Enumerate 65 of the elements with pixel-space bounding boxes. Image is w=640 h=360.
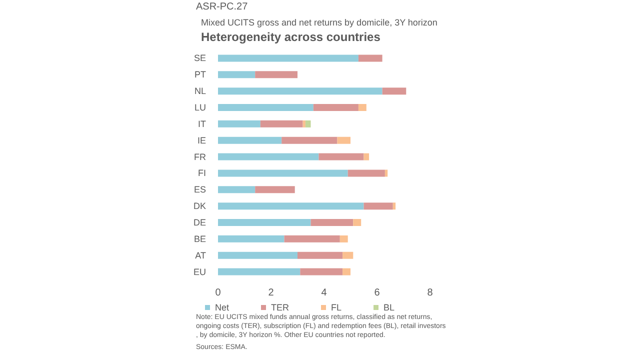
- y-tick-label: PT: [194, 70, 206, 80]
- x-tick-label: 4: [321, 288, 328, 298]
- bar: [218, 136, 282, 144]
- y-tick-label: LU: [194, 102, 206, 112]
- bar: [318, 153, 364, 160]
- x-tick-label: 0: [215, 288, 222, 298]
- y-tick-label: SE: [194, 53, 206, 64]
- bar: [300, 268, 343, 276]
- bar: [353, 219, 362, 226]
- bar: [340, 235, 348, 242]
- x-tick-label: 2: [268, 288, 274, 298]
- bar: [298, 252, 343, 259]
- y-tick-label: NL: [194, 86, 206, 96]
- bar: [364, 153, 370, 160]
- bar: [382, 88, 406, 95]
- legend-label: BL: [384, 302, 395, 312]
- y-tick-label: IT: [198, 118, 206, 129]
- y-tick-label: IE: [197, 135, 206, 146]
- bar: [218, 219, 311, 226]
- bar: [305, 120, 311, 128]
- bar: [218, 170, 348, 177]
- y-tick-label: FR: [194, 152, 206, 162]
- bar: [255, 186, 295, 194]
- y-tick-label: AT: [195, 250, 206, 260]
- bar: [218, 88, 382, 95]
- y-tick-label: EU: [193, 266, 206, 277]
- bar: [302, 120, 306, 128]
- bar: [218, 120, 260, 128]
- bar: [218, 202, 364, 210]
- bar: [348, 170, 385, 177]
- bar: [313, 104, 358, 111]
- y-tick-label: ES: [194, 184, 206, 195]
- text: ASR-PC.27: [196, 2, 248, 12]
- x-tick-label: 6: [374, 288, 380, 298]
- y-tick-label: FI: [198, 168, 206, 178]
- bar: [310, 219, 354, 226]
- bar: [218, 252, 298, 259]
- x-tick-label: 8: [427, 288, 434, 298]
- bar: [218, 235, 284, 242]
- bar: [218, 186, 256, 194]
- legend-label: Net: [215, 302, 230, 312]
- bar: [255, 71, 298, 78]
- bar: [218, 54, 358, 62]
- legend-label: FL: [331, 302, 342, 312]
- bar: [337, 136, 350, 144]
- bar: [282, 136, 338, 144]
- bar: [384, 170, 388, 177]
- bar: [218, 268, 300, 276]
- bar: [284, 235, 340, 242]
- bar: [342, 268, 350, 276]
- bar: [218, 71, 256, 78]
- legend-label: TER: [271, 302, 290, 312]
- bar: [218, 153, 319, 160]
- y-tick-label: BE: [194, 234, 206, 244]
- bar: [364, 202, 393, 210]
- y-tick-label: DK: [193, 201, 206, 212]
- chart-subtitle: Mixed UCITS gross and net returns by domicile, 3Y horizon: [201, 18, 438, 28]
- chart-title: Heterogeneity across countries: [201, 30, 381, 44]
- y-tick-label: DE: [193, 218, 206, 228]
- bar: [342, 252, 354, 259]
- bar: [358, 104, 366, 111]
- bar: [392, 202, 396, 210]
- bar: [358, 54, 382, 62]
- bar: [218, 104, 314, 111]
- bar: [260, 120, 303, 128]
